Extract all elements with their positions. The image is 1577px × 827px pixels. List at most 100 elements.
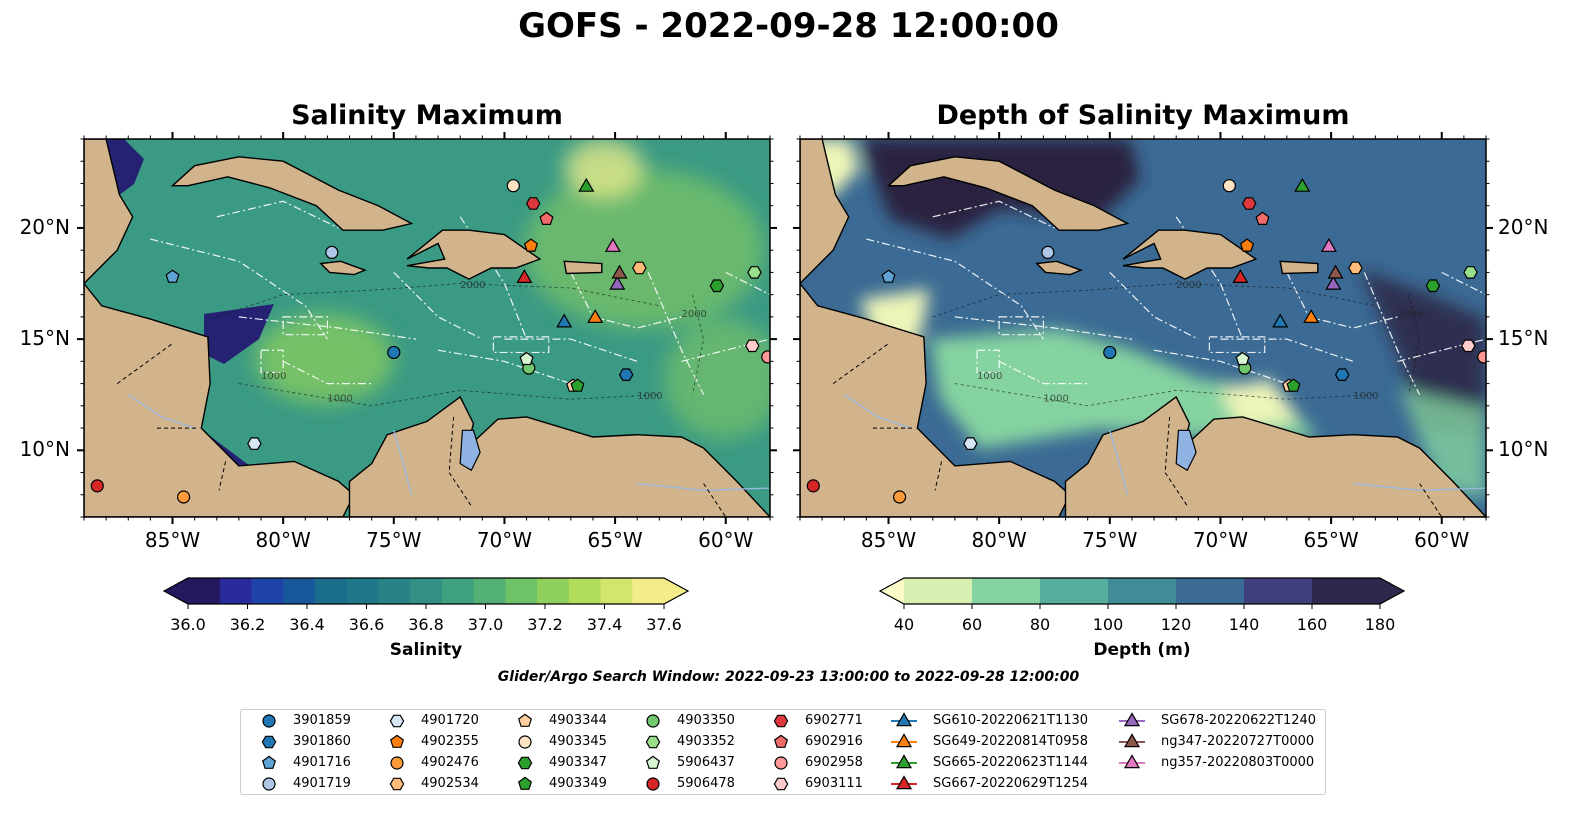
colorbar-tick-label: 100	[1092, 615, 1124, 634]
contour-label: 2000	[1176, 280, 1201, 291]
central-america-land	[84, 282, 355, 517]
colorbar-swatch	[568, 578, 602, 604]
x-tick-label: 65°W	[1303, 528, 1359, 552]
marker-4902476	[892, 490, 907, 504]
puerto-rico-land	[1279, 260, 1319, 275]
x-tick-label: 75°W	[366, 528, 422, 552]
marker-4903349	[1286, 378, 1301, 392]
colorbar-tick-label: 120	[1160, 615, 1192, 634]
colorbar-swatch	[972, 578, 1041, 604]
legend-label: SG667-20220629T1254	[933, 776, 1089, 791]
marker-ng357-20220803T0000	[1320, 237, 1337, 252]
marker-6902916	[1255, 211, 1270, 226]
depth-map: 1000 1000 1000 2000 2000	[793, 132, 1493, 524]
colorbar-swatch	[632, 578, 665, 604]
hispaniola-land	[406, 229, 542, 280]
colorbar-tick-label: 40	[893, 615, 915, 634]
marker-6902916	[539, 211, 554, 226]
marker-SG610-20220621T1130	[1272, 313, 1289, 328]
colorbar-swatch	[219, 578, 252, 604]
marker-6903111	[745, 339, 760, 353]
legend-label: 3901859	[293, 713, 351, 728]
colorbar-swatch	[441, 578, 475, 604]
marker-SG667-20220629T1254	[1232, 269, 1249, 283]
x-tick-label: 80°W	[255, 528, 311, 552]
legend-label: 5906437	[677, 755, 735, 770]
marker-SG610-20220621T1130	[556, 313, 573, 328]
marker-5906437	[519, 351, 534, 366]
hexagon-marker-icon	[389, 714, 405, 728]
x-tick-label: 70°W	[476, 528, 533, 552]
legend-label: 4902476	[421, 755, 479, 770]
marker-6903111	[1461, 339, 1476, 353]
colorbar-swatch	[283, 578, 316, 604]
marker-5906437	[1235, 351, 1250, 366]
cuba-land	[170, 156, 414, 231]
marker-4902355	[1239, 238, 1255, 252]
lake-maracaibo	[1175, 429, 1197, 472]
contour-label: 1000	[327, 393, 352, 404]
marker-4903345	[506, 179, 520, 193]
pentagon-marker-icon	[645, 755, 661, 769]
marker-SG678-20220622T1240	[609, 275, 626, 290]
legend: 3901859 3901860 4901716 4901719 4901720 49023…	[240, 709, 1326, 795]
pentagon-marker-icon	[261, 755, 277, 769]
map-frame	[799, 138, 1487, 518]
y-tick-label-right: 10°N	[1498, 437, 1549, 462]
search-window-text: Glider/Argo Search Window: 2022-09-23 13…	[497, 669, 1080, 685]
contour-label: 1000	[1043, 393, 1068, 404]
legend-label: 6903111	[805, 776, 863, 791]
legend-label: 4901716	[293, 755, 351, 770]
x-tick-label: 80°W	[971, 528, 1027, 552]
marker-ng357-20220803T0000	[604, 237, 621, 252]
marker-SG665-20220623T1144	[1294, 177, 1311, 192]
country-borders	[116, 343, 727, 517]
legend-label: 3901860	[293, 734, 351, 749]
legend-label: 4903344	[549, 713, 607, 728]
pentagon-marker-icon	[773, 734, 789, 748]
y-tick-label-right: 20°N	[1498, 214, 1549, 239]
hexagon-marker-icon	[261, 735, 277, 749]
colorbar-swatch	[314, 578, 348, 604]
x-tick-label: 85°W	[144, 528, 201, 552]
jamaica-land	[1035, 260, 1083, 276]
contour-label: 1000	[1353, 391, 1378, 402]
observation-markers	[806, 177, 1486, 504]
marker-4901716	[881, 269, 896, 283]
y-tick-label-left: 15°N	[19, 326, 70, 351]
panel-title-salinity: Salinity Maximum	[291, 100, 563, 131]
legend-label: 4901720	[421, 713, 479, 728]
colorbar-swatch	[1312, 578, 1381, 604]
colorbar-swatch	[505, 578, 538, 604]
yucatan-land	[84, 139, 134, 285]
panel-title-depth: Depth of Salinity Maximum	[936, 100, 1350, 131]
y-tick-label-left: 10°N	[19, 437, 70, 462]
salinity-colorbar-label: Salinity	[389, 640, 463, 660]
colorbar-tick-label: 37.0	[467, 615, 504, 634]
colorbar-swatch	[1244, 578, 1313, 604]
legend-label: 6902771	[805, 713, 863, 728]
y-tick-label-left: 20°N	[19, 214, 70, 239]
marker-4901720	[247, 437, 262, 450]
puerto-rico-land	[563, 260, 603, 275]
marker-SG667-20220629T1254	[516, 269, 533, 283]
legend-label: SG665-20220623T1144	[933, 755, 1089, 770]
pentagon-marker-icon	[517, 776, 533, 790]
legend-label: SG649-20220814T0958	[933, 734, 1089, 749]
triangle-marker-icon	[1119, 754, 1145, 769]
colorbar-swatch	[600, 578, 633, 604]
legend-label: 4901719	[293, 776, 351, 791]
legend-label: 4903352	[677, 734, 735, 749]
marker-6902771	[525, 197, 541, 210]
marker-4901720	[963, 437, 978, 450]
marker-6902958	[761, 350, 770, 364]
legend-label: 4902355	[421, 734, 479, 749]
colorbar-tick-label: 80	[1029, 615, 1051, 634]
hexagon-marker-icon	[773, 777, 789, 791]
hispaniola-land	[1122, 229, 1258, 280]
circle-marker-icon	[646, 714, 660, 728]
marker-4902355	[523, 238, 539, 252]
contour-label: 1000	[977, 371, 1002, 382]
x-tick-label: 60°W	[1414, 528, 1470, 552]
triangle-marker-icon	[891, 712, 917, 727]
